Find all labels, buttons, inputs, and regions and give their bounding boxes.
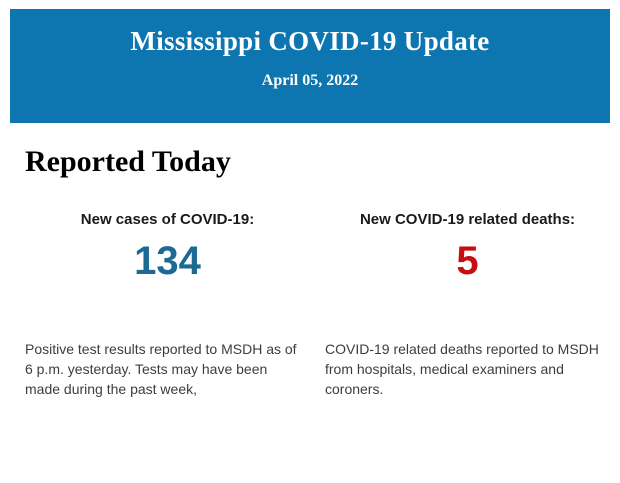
report-content: Reported Today New cases of COVID-19: 13… [25, 145, 600, 399]
new-deaths-label: New COVID-19 related deaths: [359, 211, 576, 228]
stat-new-deaths: New COVID-19 related deaths: 5 COVID-19 … [325, 211, 610, 399]
section-title: Reported Today [25, 145, 231, 178]
stats-row: New cases of COVID-19: 134 Positive test… [25, 211, 600, 399]
stat-new-cases: New cases of COVID-19: 134 Positive test… [25, 211, 310, 399]
new-deaths-description: COVID-19 related deaths reported to MSDH… [325, 341, 599, 397]
new-deaths-value: 5 [456, 239, 479, 283]
page-title: Mississippi COVID-19 Update [130, 26, 490, 56]
new-cases-value: 134 [134, 239, 201, 283]
new-cases-description: Positive test results reported to MSDH a… [25, 341, 297, 397]
new-cases-label: New cases of COVID-19: [80, 211, 255, 228]
report-date: April 05, 2022 [261, 72, 359, 89]
header-banner: Mississippi COVID-19 Update April 05, 20… [10, 9, 610, 123]
